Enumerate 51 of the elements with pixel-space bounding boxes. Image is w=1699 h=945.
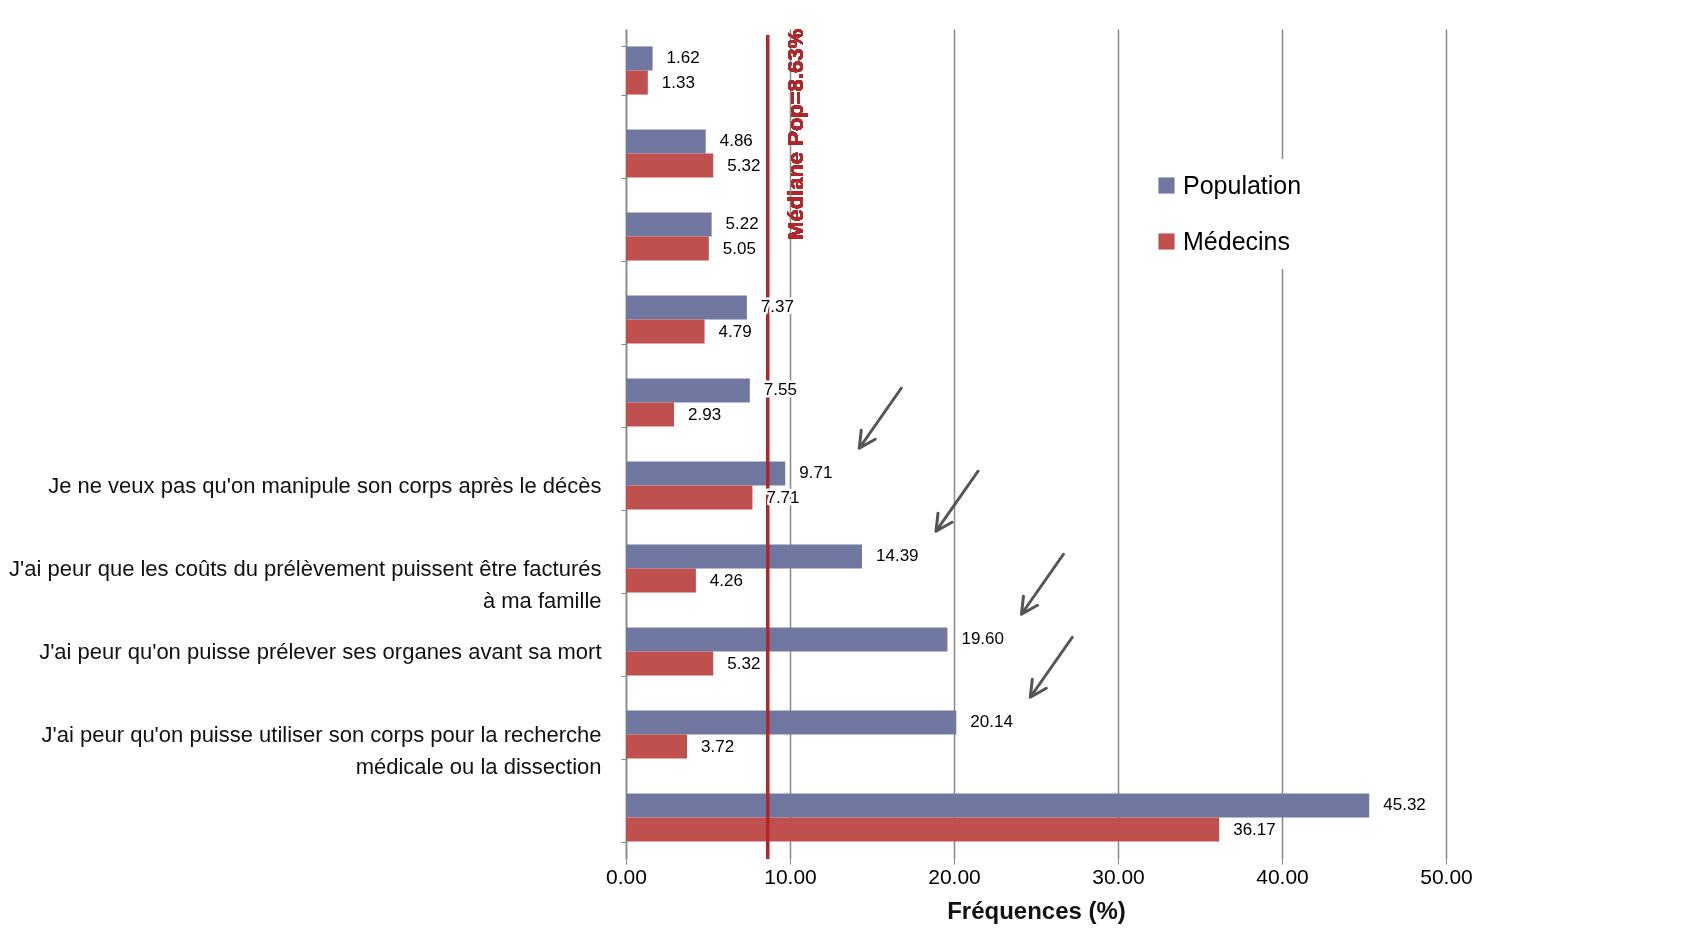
x-tick-label: 20.00 — [928, 864, 981, 888]
x-tick-label: 30.00 — [1092, 864, 1145, 888]
bar — [626, 651, 714, 676]
data-label: 9.71 — [799, 463, 833, 483]
legend-label: Médecins — [1183, 226, 1290, 255]
bar — [626, 129, 706, 154]
data-label: 5.32 — [727, 155, 761, 175]
y-tick-label: Je ne veux pas qu'on manipule son corps après le décès — [48, 473, 602, 498]
x-tick-label: 0.00 — [606, 864, 647, 888]
bar — [626, 70, 648, 95]
bar — [626, 378, 750, 403]
bar — [626, 212, 712, 237]
y-tick-label: J'ai peur qu'on puisse utiliser son corps pour la recherche médicale ou la dissection — [41, 722, 602, 779]
bar — [626, 710, 957, 735]
data-label: 2.93 — [688, 404, 722, 424]
bar — [626, 544, 862, 569]
bar — [626, 295, 747, 320]
data-label: 3.72 — [701, 736, 735, 756]
bar — [626, 817, 1220, 842]
bar — [626, 793, 1370, 818]
data-label: 1.62 — [666, 48, 700, 68]
data-label: 4.26 — [709, 570, 743, 590]
data-label: 4.86 — [719, 131, 753, 151]
bar — [626, 568, 696, 593]
data-label: 5.32 — [727, 653, 761, 673]
data-label: 4.79 — [718, 321, 752, 341]
data-label: 5.22 — [725, 214, 759, 234]
x-tick-label: 10.00 — [764, 864, 817, 888]
bar — [626, 319, 705, 344]
data-label: 45.32 — [1383, 795, 1426, 815]
bar — [626, 461, 786, 486]
data-label: 19.60 — [961, 629, 1004, 649]
data-label: 1.33 — [661, 72, 695, 92]
bar — [626, 153, 714, 178]
data-label: 14.39 — [876, 546, 919, 566]
ref-line-label: Médiane Pop=8.63% — [782, 29, 808, 240]
bar — [626, 402, 675, 427]
bar — [626, 236, 709, 261]
bar — [626, 734, 688, 759]
bar — [626, 485, 753, 510]
legend-label: Population — [1183, 170, 1302, 199]
x-tick-label: 50.00 — [1420, 864, 1473, 888]
y-tick-label: J'ai peur que les coûts du prélèvement puissent être facturés à ma famille — [9, 556, 602, 613]
x-axis-title: Fréquences (%) — [947, 896, 1126, 924]
data-label: 36.17 — [1233, 819, 1276, 839]
y-tick-label: J'ai peur qu'on puisse prélever ses organes avant sa mort — [39, 639, 602, 664]
bar — [626, 46, 653, 71]
bar — [626, 627, 948, 652]
data-label: 20.14 — [970, 712, 1013, 732]
x-tick-label: 40.00 — [1256, 864, 1309, 888]
data-label: 5.05 — [722, 238, 756, 258]
